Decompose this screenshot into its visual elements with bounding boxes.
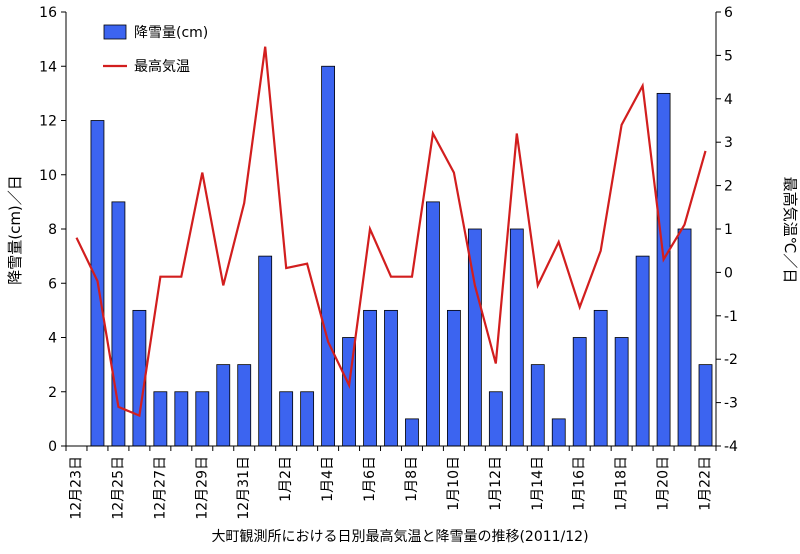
- y-tick-label-right: 5: [724, 48, 733, 64]
- bar-snowfall: [195, 391, 210, 447]
- x-tick-label: 1月6日: [362, 456, 378, 502]
- y-tick-label-right: 3: [724, 135, 733, 151]
- bar-snowfall: [614, 337, 629, 447]
- y-tick-label-right: -3: [724, 396, 738, 412]
- x-tick-label: 1月4日: [320, 456, 336, 502]
- bar-snowfall: [488, 391, 503, 447]
- bar-snowfall: [132, 309, 147, 447]
- x-tick-label: 12月27日: [152, 456, 168, 520]
- y-tick-label-left: 4: [48, 331, 57, 347]
- bar-snowfall: [551, 418, 566, 447]
- legend-label-temperature: 最高気温: [134, 58, 190, 75]
- y-tick-label-right: -2: [724, 352, 738, 368]
- bar-snowfall: [572, 337, 587, 447]
- y-tick-label-left: 14: [39, 59, 57, 75]
- x-tick-label: 12月25日: [110, 456, 126, 520]
- x-tick-label: 12月31日: [236, 456, 252, 520]
- legend-swatch-snowfall: [103, 24, 127, 40]
- x-tick-label: 1月12日: [488, 456, 504, 511]
- bar-snowfall: [174, 391, 189, 447]
- x-tick-label: 1月20日: [656, 456, 672, 511]
- bar-snowfall: [279, 391, 294, 447]
- y-tick-label-right: -4: [724, 439, 738, 455]
- y-tick-label-left: 12: [39, 114, 57, 130]
- bar-snowfall: [153, 391, 168, 447]
- x-tick-label: 12月23日: [68, 456, 84, 520]
- bar-snowfall: [216, 364, 231, 447]
- y-axis-title-left: 降雪量(cm)／日: [6, 175, 24, 285]
- legend-label-snowfall: 降雪量(cm): [134, 25, 208, 41]
- x-tick-label: 1月2日: [278, 456, 294, 502]
- chart-title: 大町観測所における日別最高気温と降雪量の推移(2011/12): [211, 529, 589, 545]
- bar-snowfall: [593, 309, 608, 447]
- bar-snowfall: [258, 255, 273, 447]
- bar-snowfall: [237, 364, 252, 447]
- bar-snowfall: [300, 391, 315, 447]
- y-tick-label-right: 0: [724, 265, 733, 281]
- bar-snowfall: [530, 364, 545, 447]
- bar-snowfall: [384, 309, 398, 447]
- y-tick-label-right: 2: [724, 179, 733, 195]
- bar-snowfall: [656, 92, 671, 447]
- y-tick-label-left: 16: [39, 5, 57, 21]
- y-tick-label-right: 1: [724, 222, 733, 238]
- bar-snowfall: [363, 309, 377, 447]
- y-tick-label-left: 2: [48, 385, 57, 401]
- y-tick-label-right: 6: [724, 5, 733, 21]
- legend: 降雪量(cm) 最高気温: [103, 24, 208, 75]
- y-tick-label-left: 6: [48, 276, 57, 292]
- temperature-line: [75, 46, 707, 418]
- y-tick-label-right: -1: [724, 309, 738, 325]
- bar-snowfall: [698, 364, 713, 447]
- x-tick-label: 1月22日: [698, 456, 714, 511]
- bar-snowfall: [405, 418, 419, 447]
- snowfall-bars: [90, 65, 713, 447]
- x-tick-label: 1月10日: [446, 456, 462, 511]
- bar-snowfall: [426, 201, 440, 447]
- bar-snowfall: [677, 228, 692, 447]
- x-tick-label: 1月14日: [530, 456, 546, 511]
- y-tick-label-left: 8: [48, 222, 57, 238]
- bar-snowfall: [509, 228, 524, 447]
- y-tick-label-left: 10: [39, 168, 57, 184]
- x-tick-label: 1月16日: [572, 456, 588, 511]
- x-tick-label: 1月18日: [614, 456, 630, 511]
- x-tick-label: 12月29日: [194, 456, 210, 520]
- bar-snowfall: [321, 65, 335, 447]
- x-tick-label: 1月8日: [404, 456, 420, 502]
- y-tick-label-right: 4: [724, 92, 733, 108]
- temperature-line-layer: [75, 46, 707, 418]
- bar-snowfall: [447, 309, 461, 447]
- y-axis-title-right: 最高気温℃／日: [781, 177, 799, 284]
- y-tick-label-left: 0: [48, 439, 57, 455]
- bar-snowfall: [635, 255, 650, 447]
